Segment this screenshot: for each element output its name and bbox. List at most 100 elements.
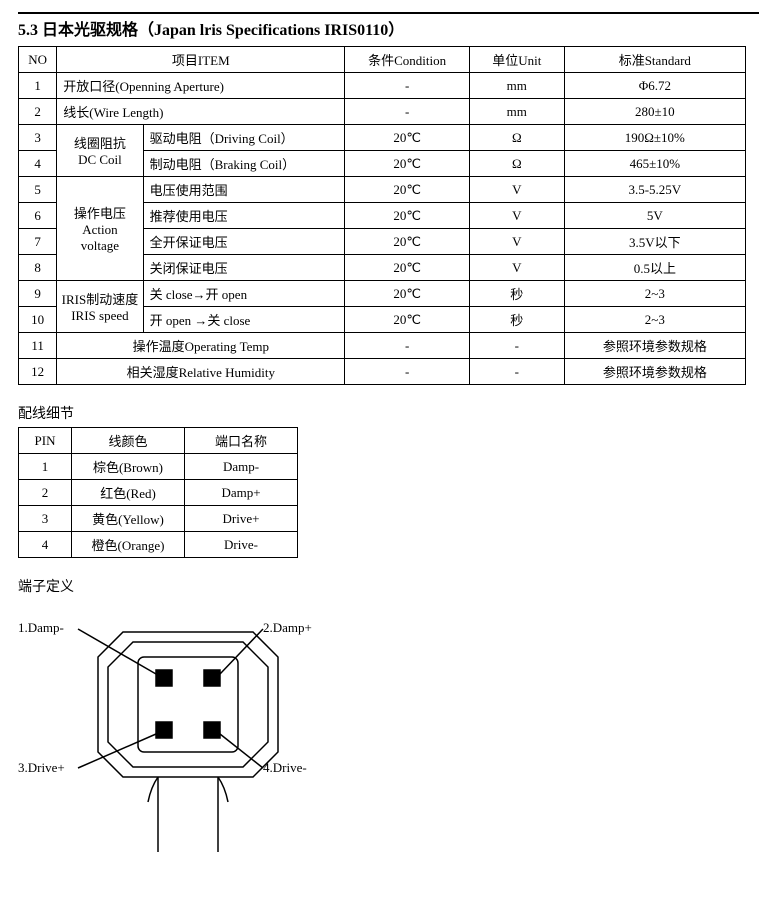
cell-std: 参照环境参数规格 xyxy=(564,359,745,385)
cell-pin: 1 xyxy=(19,454,72,480)
cell-item: 开 open →关 close xyxy=(143,307,345,333)
cell-unit: mm xyxy=(469,73,564,99)
cell-unit: V xyxy=(469,255,564,281)
cell-no: 3 xyxy=(19,125,57,151)
cell-item: 操作温度Operating Temp xyxy=(57,333,345,359)
table-row: 9 IRIS制动速度 IRIS speed 关 close→开 open 20℃… xyxy=(19,281,746,307)
connector-icon xyxy=(18,602,378,862)
cell-cond: 20℃ xyxy=(345,281,470,307)
cell-cond: - xyxy=(345,359,470,385)
cell-std: 2~3 xyxy=(564,281,745,307)
cell-port: Drive+ xyxy=(185,506,298,532)
cell-std: 0.5以上 xyxy=(564,255,745,281)
cell-port: Damp+ xyxy=(185,480,298,506)
cell-cond: 20℃ xyxy=(345,307,470,333)
cell-pin: 3 xyxy=(19,506,72,532)
table-row: 1 棕色(Brown) Damp- xyxy=(19,454,298,480)
cell-unit: V xyxy=(469,229,564,255)
cell-cond: 20℃ xyxy=(345,255,470,281)
table-row: 1 开放口径(Openning Aperture) - mm Φ6.72 xyxy=(19,73,746,99)
cell-no: 1 xyxy=(19,73,57,99)
cell-cond: - xyxy=(345,73,470,99)
cell-unit: Ω xyxy=(469,151,564,177)
cell-unit: V xyxy=(469,203,564,229)
table-row: 5 操作电压 Action voltage 电压使用范围 20℃ V 3.5-5… xyxy=(19,177,746,203)
table-row: 2 线长(Wire Length) - mm 280±10 xyxy=(19,99,746,125)
connector-label-tl: 1.Damp- xyxy=(18,620,64,636)
cell-std: 190Ω±10% xyxy=(564,125,745,151)
cell-std: 280±10 xyxy=(564,99,745,125)
cell-cond: 20℃ xyxy=(345,229,470,255)
cell-group: IRIS制动速度 IRIS speed xyxy=(57,281,143,333)
cell-no: 8 xyxy=(19,255,57,281)
cell-item: 线长(Wire Length) xyxy=(57,99,345,125)
table-row: 11 操作温度Operating Temp - - 参照环境参数规格 xyxy=(19,333,746,359)
cell-std: 5V xyxy=(564,203,745,229)
cell-std: 3.5-5.25V xyxy=(564,177,745,203)
table-row: 3 黄色(Yellow) Drive+ xyxy=(19,506,298,532)
table-header-row: PIN 线颜色 端口名称 xyxy=(19,428,298,454)
cell-cond: - xyxy=(345,333,470,359)
cell-no: 2 xyxy=(19,99,57,125)
table-row: 2 红色(Red) Damp+ xyxy=(19,480,298,506)
cell-color: 橙色(Orange) xyxy=(72,532,185,558)
cell-item: 制动电阻（Braking Coil） xyxy=(143,151,345,177)
cell-color: 红色(Red) xyxy=(72,480,185,506)
cell-no: 11 xyxy=(19,333,57,359)
cell-group: 线圈阻抗 DC Coil xyxy=(57,125,143,177)
cell-no: 10 xyxy=(19,307,57,333)
section-title: 5.3 日本光驱规格（Japan lris Specifications IRI… xyxy=(18,12,759,40)
cell-item: 关 close→开 open xyxy=(143,281,345,307)
cell-item: 开放口径(Openning Aperture) xyxy=(57,73,345,99)
cell-unit: 秒 xyxy=(469,307,564,333)
connector-label-bl: 3.Drive+ xyxy=(18,760,65,776)
th-color: 线颜色 xyxy=(72,428,185,454)
connector-diagram: 1.Damp- 2.Damp+ 3.Drive+ 4.Drive- xyxy=(18,602,378,862)
cell-unit: - xyxy=(469,333,564,359)
table-row: 12 相关湿度Relative Humidity - - 参照环境参数规格 xyxy=(19,359,746,385)
cell-unit: - xyxy=(469,359,564,385)
cell-unit: 秒 xyxy=(469,281,564,307)
cell-no: 9 xyxy=(19,281,57,307)
cell-std: 2~3 xyxy=(564,307,745,333)
cell-group: 操作电压 Action voltage xyxy=(57,177,143,281)
cell-std: 3.5V以下 xyxy=(564,229,745,255)
connector-label-tr: 2.Damp+ xyxy=(263,620,312,636)
cell-cond: 20℃ xyxy=(345,151,470,177)
cell-no: 6 xyxy=(19,203,57,229)
cell-item: 全开保证电压 xyxy=(143,229,345,255)
cell-no: 4 xyxy=(19,151,57,177)
wiring-heading: 配线细节 xyxy=(18,403,759,423)
spec-table-body: 1 开放口径(Openning Aperture) - mm Φ6.72 2 线… xyxy=(19,73,746,385)
cell-item: 关闭保证电压 xyxy=(143,255,345,281)
cell-std: 参照环境参数规格 xyxy=(564,333,745,359)
cell-cond: 20℃ xyxy=(345,177,470,203)
cell-port: Damp- xyxy=(185,454,298,480)
table-row: 3 线圈阻抗 DC Coil 驱动电阻（Driving Coil） 20℃ Ω … xyxy=(19,125,746,151)
cell-unit: Ω xyxy=(469,125,564,151)
cell-unit: mm xyxy=(469,99,564,125)
cell-std: 465±10% xyxy=(564,151,745,177)
cell-cond: 20℃ xyxy=(345,203,470,229)
cell-cond: 20℃ xyxy=(345,125,470,151)
connector-label-br: 4.Drive- xyxy=(263,760,307,776)
cell-cond: - xyxy=(345,99,470,125)
terminal-heading: 端子定义 xyxy=(18,576,759,596)
th-cond: 条件Condition xyxy=(345,47,470,73)
cell-item: 相关湿度Relative Humidity xyxy=(57,359,345,385)
cell-pin: 2 xyxy=(19,480,72,506)
table-row: 4 橙色(Orange) Drive- xyxy=(19,532,298,558)
table-header-row: NO 项目ITEM 条件Condition 单位Unit 标准Standard xyxy=(19,47,746,73)
cell-item: 推荐使用电压 xyxy=(143,203,345,229)
th-port: 端口名称 xyxy=(185,428,298,454)
cell-std: Φ6.72 xyxy=(564,73,745,99)
cell-no: 12 xyxy=(19,359,57,385)
th-item: 项目ITEM xyxy=(57,47,345,73)
cell-no: 5 xyxy=(19,177,57,203)
cell-item: 电压使用范围 xyxy=(143,177,345,203)
th-pin: PIN xyxy=(19,428,72,454)
th-no: NO xyxy=(19,47,57,73)
cell-pin: 4 xyxy=(19,532,72,558)
pin-table: PIN 线颜色 端口名称 1 棕色(Brown) Damp- 2 红色(Red)… xyxy=(18,427,298,558)
cell-no: 7 xyxy=(19,229,57,255)
